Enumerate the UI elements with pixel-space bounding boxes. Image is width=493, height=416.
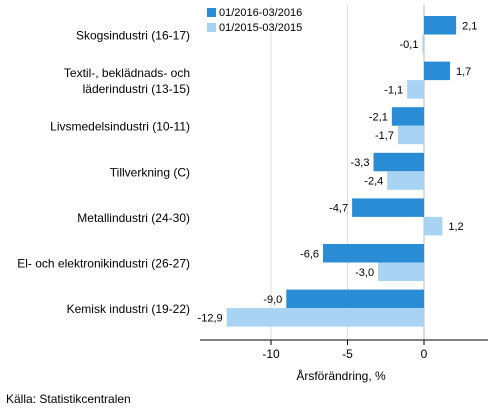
category-label: Kemisk industri (19-22) (67, 302, 190, 316)
legend-swatch (207, 23, 216, 32)
bars (226, 16, 457, 327)
bar (352, 198, 424, 217)
bar (424, 16, 457, 35)
bar (424, 216, 443, 236)
data-label: -1,1 (384, 84, 403, 96)
category-label: läderindustri (13-15) (83, 82, 190, 96)
category-label: Livsmedelsindustri (10-11) (50, 120, 190, 134)
legend-swatch (207, 8, 216, 17)
bar (323, 244, 424, 263)
bar-chart: 2,1 -0,1 1,7 -1,1 -2,1 -1,7 -3,3 -2,4 -4,7 1,2 -6,… (17, 5, 488, 383)
data-label: -4,7 (329, 203, 348, 215)
data-label: 1,2 (448, 221, 463, 233)
data-label: -12,9 (198, 312, 223, 324)
data-label: 1,7 (456, 66, 471, 78)
data-label: -6,6 (300, 248, 319, 260)
bar (378, 262, 424, 281)
x-axis-title: Årsförändring, % (296, 368, 386, 383)
data-label: -9,0 (263, 294, 282, 306)
bar (424, 61, 451, 81)
category-label: Skogsindustri (16-17) (76, 29, 190, 43)
category-label: Tillverkning (C) (110, 165, 190, 179)
bar (286, 289, 424, 309)
value-labels: 2,1 -0,1 1,7 -1,1 -2,1 -1,7 -3,3 -2,4 -4,7 1,2 -6,… (198, 20, 478, 324)
x-axis: -10 -5 0 (200, 339, 488, 361)
legend: 01/2016-03/2016 01/2015-03/2015 (207, 7, 302, 34)
bar (387, 171, 424, 190)
data-label: -3,0 (355, 267, 374, 279)
bar (373, 152, 424, 172)
legend-label: 01/2015-03/2015 (219, 22, 302, 34)
bar (397, 125, 424, 145)
category-label: Textil-, beklädnads- och (64, 66, 190, 80)
data-label: -1,7 (375, 130, 394, 142)
category-label: Metallindustri (24-30) (77, 211, 190, 225)
data-label: -0,1 (400, 39, 419, 51)
x-tick-label: -5 (342, 347, 353, 361)
bar (226, 308, 424, 327)
data-label: 2,1 (462, 20, 477, 32)
source-note: Källa: Statistikcentralen (6, 392, 131, 406)
bar (407, 80, 424, 99)
x-tick-label: -10 (262, 347, 280, 361)
category-labels: Skogsindustri (16-17) Textil-, beklädnads… (17, 29, 190, 317)
legend-label: 01/2016-03/2016 (219, 7, 302, 19)
category-label: El- och elektronikindustri (26-27) (17, 257, 190, 271)
x-tick-label: 0 (421, 347, 428, 361)
bar (391, 107, 424, 126)
data-label: -3,3 (351, 157, 370, 169)
data-label: -2,1 (369, 111, 388, 123)
bar (422, 34, 424, 53)
data-label: -2,4 (364, 176, 383, 188)
